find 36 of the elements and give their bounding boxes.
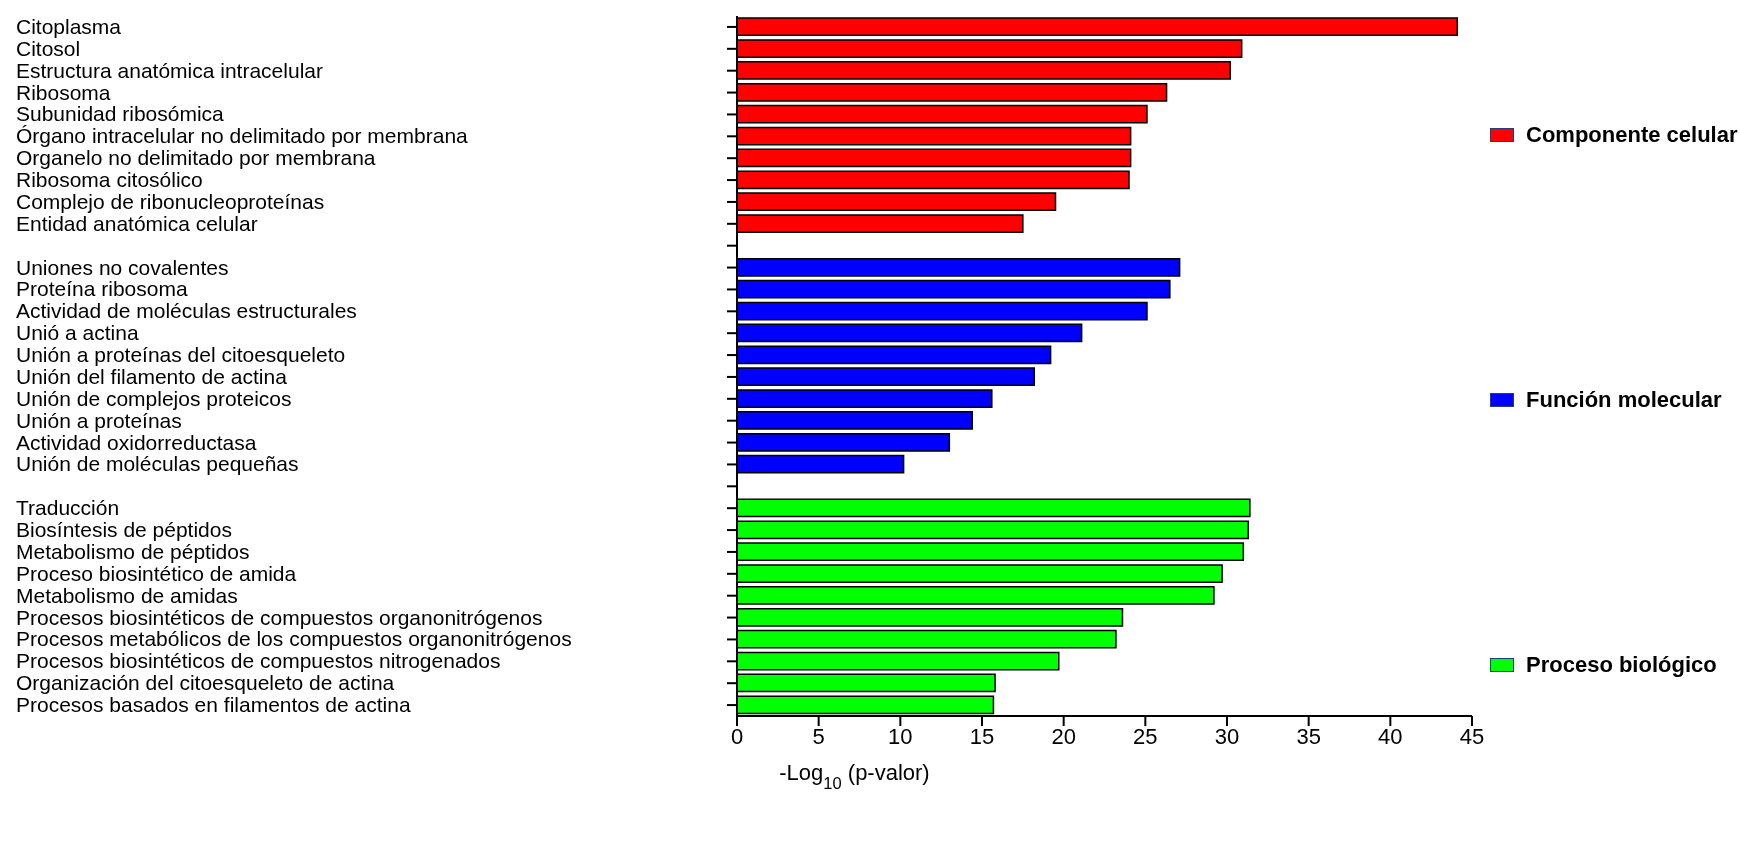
y-tick-label: Citoplasma: [16, 14, 122, 38]
x-tick-label: 25: [1133, 723, 1158, 749]
y-tick-label: Proteína ribosoma: [16, 277, 188, 301]
y-tick-label: Organelo no delimitado por membrana: [16, 146, 376, 170]
y-tick-label: Unión de moléculas pequeñas: [16, 452, 299, 476]
x-tick-label: 20: [1051, 723, 1076, 749]
y-tick-label: Órgano intracelular no delimitado por membrana: [16, 124, 469, 148]
y-tick-label: Actividad de moléculas estructurales: [16, 299, 357, 323]
x-tick-label: 10: [888, 723, 913, 749]
y-tick-label: Estructura anatómica intracelular: [16, 58, 323, 82]
x-tick-label: 35: [1296, 723, 1321, 749]
y-tick-label: Unió a actina: [16, 321, 139, 345]
x-axis-title: -Log$_{10}$ (p-valor): [779, 760, 930, 792]
legend-label: Componente celular: [1526, 122, 1738, 149]
x-tick-label: 30: [1214, 723, 1240, 749]
y-tick-label: Procesos biosintéticos de compuestos organonitrógenos: [16, 605, 543, 629]
y-tick-label: Procesos basados en filamentos de actina: [16, 693, 411, 717]
y-tick-label: Procesos biosintéticos de compuestos nitrogenados: [16, 649, 501, 673]
x-tick-label: 5: [812, 723, 825, 749]
y-tick-label: Biosíntesis de péptidos: [16, 518, 232, 542]
y-tick-label: Traducción: [16, 496, 120, 520]
x-tick-label: 0: [730, 723, 744, 749]
legend-label: Función molecular: [1526, 387, 1722, 413]
y-tick-label: Ribosoma: [16, 80, 111, 104]
y-tick-label: Complejo de ribonucleoproteínas: [16, 189, 325, 213]
y-tick-label: Unión de complejos proteicos: [16, 386, 292, 410]
x-tick-label: 45: [1459, 723, 1485, 749]
y-tick-label: Ribosoma citosólico: [16, 168, 203, 192]
y-tick-label: Metabolismo de amidas: [16, 583, 238, 607]
y-tick-label: Subunidad ribosómica: [16, 102, 225, 126]
y-tick-label: Uniones no covalentes: [16, 255, 229, 279]
x-tick-label: 15: [969, 723, 995, 749]
x-tick-label: 40: [1378, 723, 1403, 749]
y-tick-label: Organización del citoesqueleto de actina: [16, 671, 395, 695]
legend-label: Proceso biológico: [1526, 651, 1717, 678]
y-tick-label: Unión a proteínas del citoesqueleto: [16, 343, 346, 367]
